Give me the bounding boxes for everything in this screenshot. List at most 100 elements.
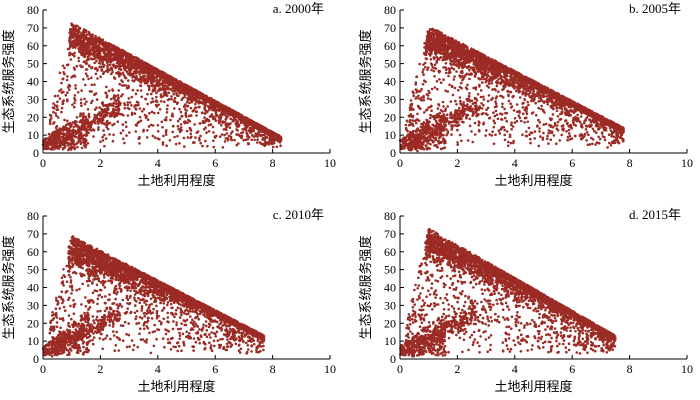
scatter-point bbox=[197, 137, 201, 140]
scatter-point bbox=[155, 95, 158, 99]
scatter-point bbox=[240, 131, 243, 135]
scatter-point bbox=[210, 113, 214, 116]
scatter-point bbox=[212, 139, 215, 143]
scatter-point bbox=[134, 130, 138, 133]
scatter-point bbox=[70, 35, 73, 39]
scatter-point bbox=[97, 122, 100, 125]
scatter-point bbox=[67, 148, 70, 152]
scatter-point bbox=[185, 104, 189, 108]
scatter-point bbox=[195, 100, 198, 104]
panel-a-title: a. 2000年 bbox=[273, 1, 324, 16]
scatter-point bbox=[162, 134, 165, 138]
scatter-point bbox=[160, 120, 164, 124]
scatter-point bbox=[143, 64, 147, 67]
scatter-point bbox=[86, 55, 90, 58]
scatter-point bbox=[139, 89, 143, 92]
scatter-point bbox=[99, 65, 103, 68]
scatter-point bbox=[96, 48, 99, 52]
scatter-point bbox=[87, 77, 90, 81]
scatter-point bbox=[234, 123, 238, 126]
scatter-point bbox=[66, 63, 70, 66]
scatter-point bbox=[214, 113, 218, 117]
scatter-point bbox=[52, 122, 55, 125]
scatter-point bbox=[199, 92, 203, 95]
scatter-point bbox=[96, 69, 99, 72]
scatter-point bbox=[70, 76, 73, 79]
scatter-point bbox=[66, 119, 69, 123]
scatter-point bbox=[151, 134, 155, 138]
scatter-point bbox=[61, 77, 65, 80]
scatter-point bbox=[110, 53, 114, 56]
scatter-point bbox=[58, 89, 61, 93]
scatter-point bbox=[195, 95, 198, 99]
scatter-point bbox=[89, 38, 92, 42]
scatter-point bbox=[96, 77, 99, 80]
scatter-point bbox=[180, 98, 183, 101]
scatter-point bbox=[170, 98, 173, 101]
scatter-point bbox=[179, 123, 183, 126]
scatter-point bbox=[86, 122, 89, 125]
scatter-point bbox=[225, 137, 229, 140]
scatter-point bbox=[153, 111, 156, 115]
scatter-point bbox=[171, 130, 174, 134]
scatter-point bbox=[54, 131, 57, 135]
scatter-point bbox=[71, 128, 75, 131]
scatter-point bbox=[241, 128, 244, 131]
scatter-point bbox=[207, 123, 211, 127]
scatter-point bbox=[206, 104, 210, 108]
scatter-point bbox=[84, 143, 88, 147]
scatter-point bbox=[71, 46, 75, 49]
scatter-point bbox=[185, 100, 189, 104]
scatter-point bbox=[66, 91, 69, 94]
scatter-point bbox=[113, 108, 117, 112]
scatter-point bbox=[76, 145, 79, 149]
scatter-point bbox=[105, 85, 108, 89]
scatter-point bbox=[279, 144, 282, 147]
scatter-point bbox=[235, 133, 238, 136]
scatter-point bbox=[101, 72, 105, 75]
scatter-point bbox=[138, 115, 142, 119]
scatter-point bbox=[217, 121, 221, 125]
scatter-point bbox=[233, 138, 236, 142]
scatter-point bbox=[128, 52, 131, 56]
scatter-point bbox=[66, 144, 70, 147]
scatter-point bbox=[136, 101, 140, 104]
scatter-point bbox=[83, 97, 86, 101]
scatter-point bbox=[78, 30, 81, 34]
y-tick-label: 30 bbox=[27, 92, 39, 106]
scatter-point bbox=[264, 141, 268, 144]
scatter-point bbox=[61, 100, 65, 103]
scatter-point bbox=[166, 104, 169, 107]
scatter-point bbox=[192, 141, 196, 144]
scatter-point bbox=[252, 129, 256, 132]
scatter-point bbox=[189, 106, 193, 110]
scatter-point bbox=[76, 128, 80, 131]
scatter-point bbox=[190, 99, 194, 102]
scatter-point bbox=[243, 128, 247, 131]
scatter-point bbox=[125, 125, 128, 128]
scatter-point bbox=[275, 145, 279, 149]
scatter-point bbox=[60, 110, 63, 114]
scatter-point bbox=[130, 95, 134, 99]
scatter-point bbox=[126, 70, 129, 74]
scatter-point bbox=[82, 78, 85, 81]
scatter-point bbox=[120, 50, 124, 53]
scatter-point bbox=[56, 108, 60, 111]
scatter-point bbox=[53, 145, 57, 148]
scatter-point bbox=[102, 129, 105, 132]
scatter-point bbox=[165, 107, 169, 111]
scatter-point bbox=[87, 131, 90, 135]
scatter-point bbox=[61, 138, 65, 142]
scatter-point bbox=[214, 110, 218, 114]
scatter-point bbox=[184, 89, 187, 93]
scatter-point bbox=[135, 62, 139, 65]
scatter-point bbox=[141, 75, 145, 78]
scatter-point bbox=[76, 91, 80, 94]
scatter-point bbox=[115, 105, 119, 108]
scatter-point bbox=[77, 59, 81, 63]
scatter-point bbox=[133, 66, 137, 69]
scatter-point bbox=[69, 132, 73, 135]
scatter-point bbox=[118, 62, 121, 65]
scatter-point bbox=[126, 101, 130, 104]
scatter-point bbox=[241, 117, 244, 121]
